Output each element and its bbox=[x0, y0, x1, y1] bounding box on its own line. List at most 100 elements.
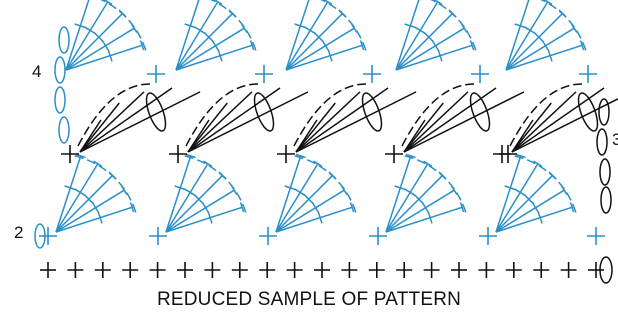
single-crochet-stitch bbox=[368, 262, 385, 278]
double-crochet-stitch bbox=[495, 160, 543, 233]
double-crochet-stitch bbox=[275, 185, 348, 233]
fan bbox=[395, 0, 477, 71]
single-crochet-stitch bbox=[259, 262, 276, 278]
chain-stitch bbox=[145, 92, 167, 132]
single-crochet-stitch bbox=[478, 262, 495, 278]
fan bbox=[275, 153, 357, 233]
double-crochet-stitch bbox=[187, 91, 309, 153]
chain-stitch bbox=[577, 92, 599, 132]
double-crochet-stitch bbox=[295, 91, 361, 153]
chain-stitch bbox=[54, 56, 66, 84]
single-crochet-stitch bbox=[341, 262, 358, 278]
single-crochet-stitch bbox=[499, 145, 517, 163]
double-crochet-stitch bbox=[175, 23, 248, 71]
double-crochet-stitch bbox=[175, 40, 255, 71]
double-crochet-stitch bbox=[285, 9, 347, 71]
turning-chains bbox=[34, 26, 613, 284]
double-crochet-stitch bbox=[505, 0, 530, 71]
single-crochet-stitch bbox=[177, 262, 193, 278]
double-crochet-stitch bbox=[55, 202, 135, 233]
double-crochet-stitch bbox=[285, 40, 365, 71]
double-crochet-stitch bbox=[55, 171, 117, 233]
double-crochet-stitch bbox=[395, 0, 420, 71]
single-crochet-stitch bbox=[40, 262, 56, 278]
double-crochet-stitch bbox=[385, 160, 433, 233]
double-crochet-stitch bbox=[55, 160, 103, 233]
double-crochet-stitch bbox=[495, 153, 526, 233]
double-crochet-stitch bbox=[65, 0, 113, 71]
double-crochet-stitch bbox=[165, 171, 227, 233]
chain-stitch bbox=[599, 158, 611, 186]
double-crochet-stitch bbox=[175, 0, 200, 71]
fan bbox=[175, 0, 257, 71]
fan bbox=[495, 153, 577, 233]
single-crochet-stitch bbox=[579, 65, 597, 83]
double-crochet-stitch bbox=[395, 23, 468, 71]
row-4-fans bbox=[65, 0, 597, 83]
double-crochet-stitch bbox=[505, 40, 585, 71]
chain-stitch bbox=[469, 92, 491, 132]
row-2-label: 2 bbox=[14, 223, 23, 242]
double-crochet-stitch bbox=[295, 102, 336, 153]
double-crochet-stitch bbox=[187, 91, 253, 153]
single-crochet-stitch bbox=[363, 65, 381, 83]
double-crochet-stitch bbox=[79, 91, 201, 153]
single-crochet-stitch bbox=[479, 227, 497, 245]
single-crochet-stitch bbox=[451, 262, 467, 278]
double-crochet-stitch bbox=[511, 102, 552, 153]
double-crochet-stitch bbox=[275, 171, 337, 233]
fan bbox=[65, 0, 147, 71]
double-crochet-stitch bbox=[395, 9, 457, 71]
chain-stitch bbox=[599, 256, 613, 284]
double-crochet-stitch bbox=[385, 153, 416, 233]
chain-stitch bbox=[253, 92, 275, 132]
single-crochet-stitch bbox=[587, 227, 605, 245]
single-crochet-stitch bbox=[61, 145, 79, 163]
double-crochet-stitch bbox=[511, 98, 618, 153]
double-crochet-stitch bbox=[65, 40, 145, 71]
single-crochet-stitch bbox=[533, 262, 550, 278]
fan bbox=[293, 83, 417, 153]
single-crochet-stitch bbox=[255, 65, 273, 83]
double-crochet-stitch bbox=[165, 185, 238, 233]
row-4-label: 4 bbox=[32, 62, 41, 81]
double-crochet-stitch bbox=[175, 9, 237, 71]
double-crochet-stitch bbox=[165, 202, 245, 233]
single-crochet-stitch bbox=[67, 262, 84, 278]
single-crochet-stitch bbox=[149, 227, 167, 245]
single-crochet-stitch bbox=[314, 262, 330, 278]
single-crochet-stitch bbox=[588, 262, 604, 278]
double-crochet-stitch bbox=[79, 91, 145, 153]
fan bbox=[505, 0, 587, 71]
double-crochet-stitch bbox=[495, 185, 568, 233]
single-crochet-stitch bbox=[94, 262, 111, 278]
double-crochet-stitch bbox=[505, 23, 578, 71]
fan bbox=[77, 83, 201, 153]
double-crochet-stitch bbox=[495, 171, 557, 233]
single-crochet-stitch bbox=[369, 227, 387, 245]
double-crochet-stitch bbox=[403, 91, 525, 153]
double-crochet-stitch bbox=[385, 185, 458, 233]
row-3-fans bbox=[61, 83, 618, 163]
double-crochet-stitch bbox=[165, 153, 196, 233]
single-crochet-stitch bbox=[147, 65, 165, 83]
single-crochet-stitch bbox=[149, 262, 166, 278]
single-crochet-stitch bbox=[396, 262, 413, 278]
double-crochet-stitch bbox=[275, 160, 323, 233]
single-crochet-stitch bbox=[505, 262, 522, 278]
chain-stitch bbox=[596, 128, 608, 156]
chain-arc bbox=[401, 83, 475, 147]
double-crochet-stitch bbox=[275, 202, 355, 233]
double-crochet-stitch bbox=[65, 9, 127, 71]
chain-stitch bbox=[58, 26, 70, 54]
double-crochet-stitch bbox=[511, 91, 577, 153]
double-crochet-stitch bbox=[385, 202, 465, 233]
chain-arc bbox=[185, 83, 259, 147]
double-crochet-stitch bbox=[175, 0, 223, 71]
single-crochet-stitch bbox=[560, 262, 577, 278]
chain-arc bbox=[509, 83, 583, 147]
double-crochet-stitch bbox=[55, 185, 128, 233]
row-1-foundation-single-crochets bbox=[40, 262, 604, 278]
chain-arc bbox=[293, 83, 367, 147]
single-crochet-stitch bbox=[169, 145, 187, 163]
